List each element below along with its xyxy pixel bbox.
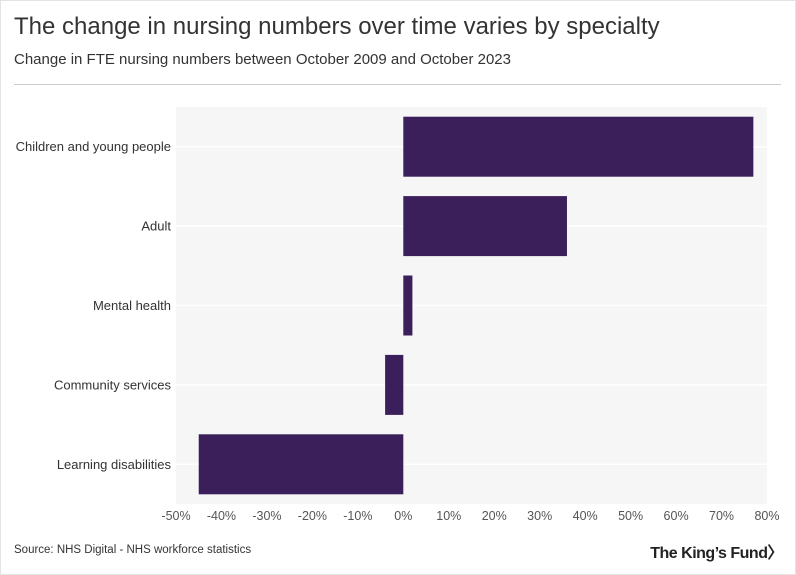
chart-title: The change in nursing numbers over time … — [14, 13, 660, 40]
x-tick-label: -50% — [161, 509, 190, 523]
x-tick-label: 60% — [664, 509, 689, 523]
category-label: Mental health — [93, 298, 171, 313]
bar — [198, 434, 404, 495]
x-tick-label: 50% — [618, 509, 643, 523]
x-tick-label: -10% — [343, 509, 372, 523]
chevron-right-icon: 〉 — [767, 545, 783, 562]
category-label: Children and young people — [16, 139, 171, 154]
bar — [385, 354, 404, 415]
x-tick-label: 30% — [527, 509, 552, 523]
bar — [403, 275, 413, 336]
x-tick-label: 40% — [573, 509, 598, 523]
category-label: Community services — [54, 377, 172, 392]
x-tick-label: 80% — [754, 509, 779, 523]
category-label: Learning disabilities — [57, 457, 172, 472]
chart-subtitle: Change in FTE nursing numbers between Oc… — [14, 51, 511, 68]
source-note: Source: NHS Digital - NHS workforce stat… — [14, 544, 252, 556]
x-tick-label: -30% — [252, 509, 281, 523]
x-tick-label: 70% — [709, 509, 734, 523]
x-tick-label: -20% — [298, 509, 327, 523]
x-tick-label: 10% — [436, 509, 461, 523]
kings-fund-logo: The King’s Fund〉 — [650, 539, 783, 563]
bar — [403, 116, 754, 177]
x-tick-label: -40% — [207, 509, 236, 523]
x-tick-label: 20% — [482, 509, 507, 523]
header-divider — [14, 84, 781, 85]
category-label: Adult — [141, 219, 171, 234]
bar — [403, 196, 567, 257]
x-tick-label: 0% — [394, 509, 412, 523]
logo-text: The King’s Fund — [650, 545, 768, 562]
